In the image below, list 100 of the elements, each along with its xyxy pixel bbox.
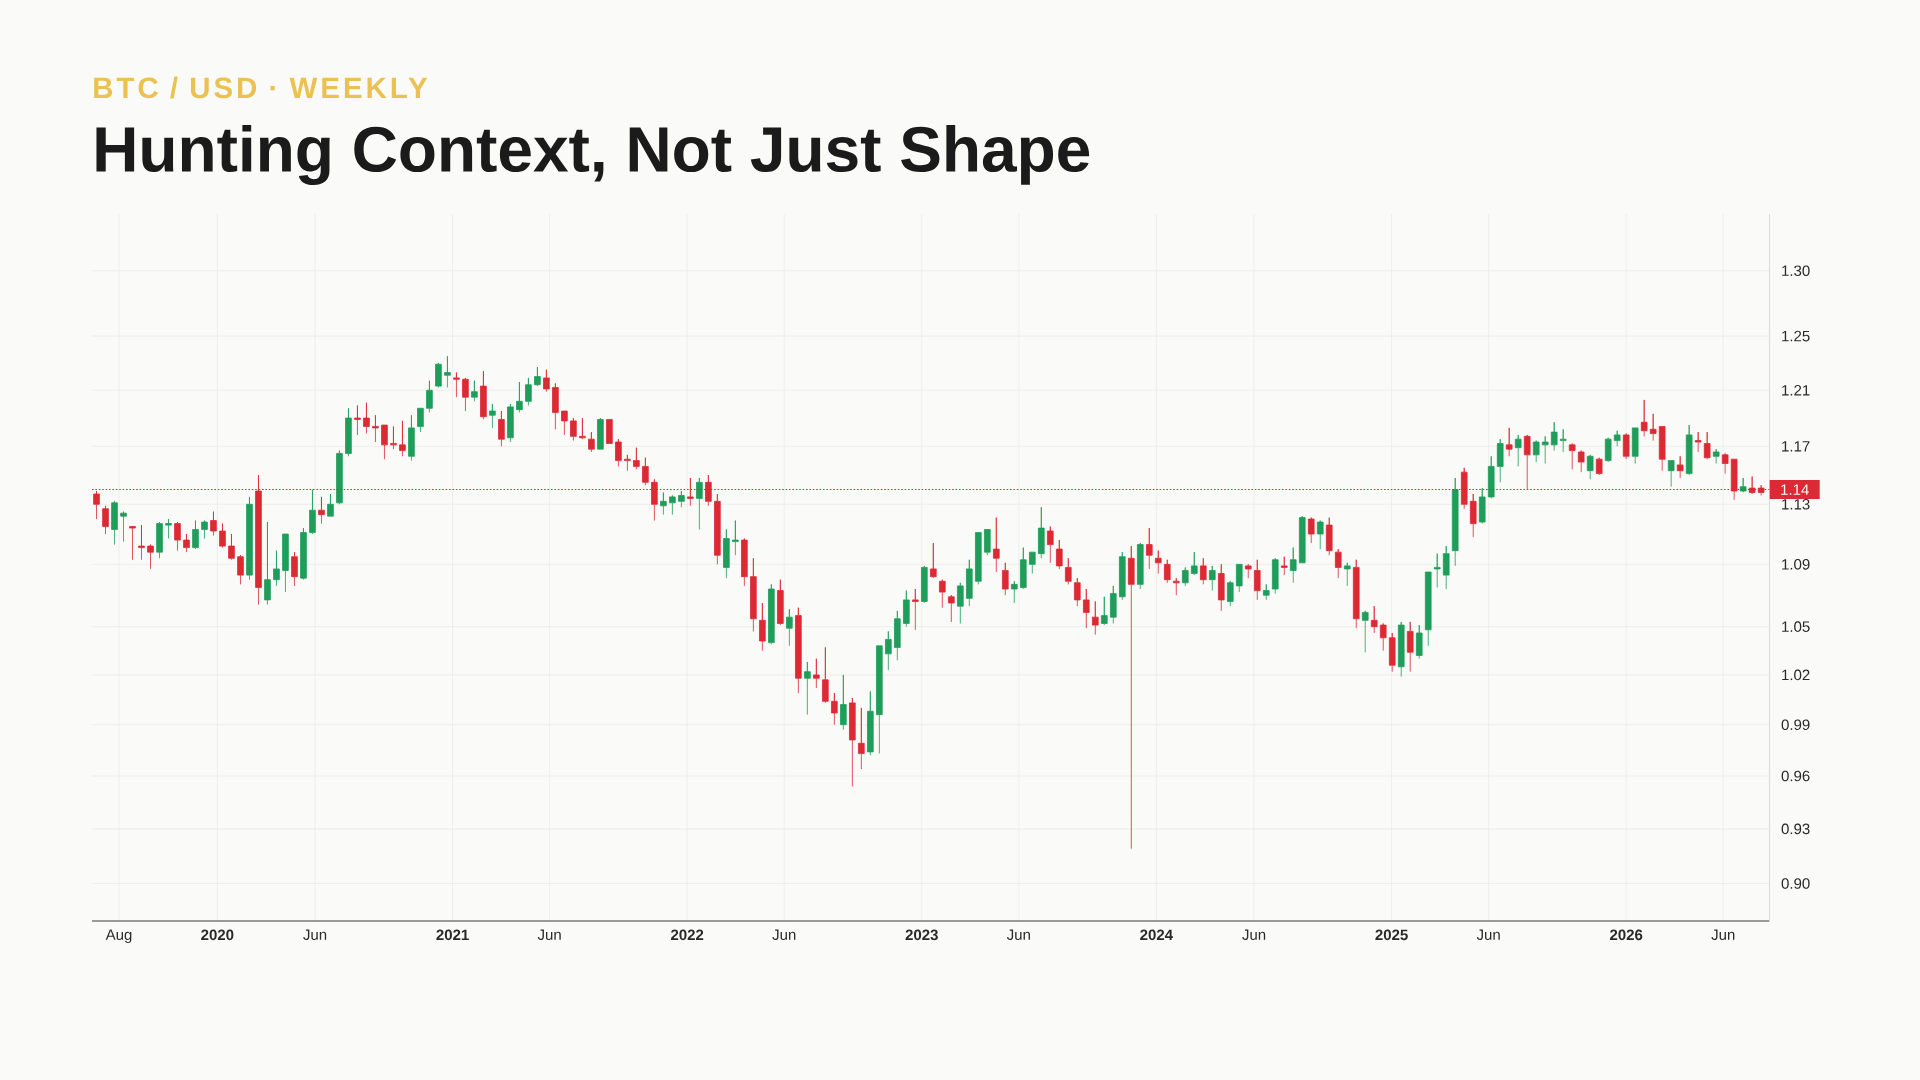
candlestick	[1568, 443, 1576, 470]
candlestick	[696, 477, 703, 530]
candlestick	[1694, 431, 1702, 453]
candlestick	[1451, 477, 1459, 567]
candlestick	[1649, 413, 1657, 442]
x-tick-label: 2024	[1140, 929, 1173, 941]
candlestick	[1154, 550, 1162, 574]
candlestick	[741, 538, 748, 587]
candlestick	[1289, 547, 1297, 584]
candlestick	[1640, 399, 1648, 437]
candlestick	[291, 551, 298, 587]
candlestick	[795, 607, 802, 694]
candlestick	[453, 372, 460, 398]
candlestick	[1622, 433, 1630, 460]
candlestick	[1379, 623, 1387, 651]
candlestick	[1721, 453, 1729, 474]
x-tick-label: 2021	[436, 929, 469, 941]
candlestick	[1703, 431, 1711, 460]
x-tick-label: 2022	[671, 929, 704, 941]
candlestick	[1595, 457, 1603, 476]
candlestick	[417, 407, 424, 433]
x-tick-label: 2025	[1375, 929, 1408, 941]
candlestick	[921, 565, 928, 604]
candlestick	[660, 492, 667, 516]
candlestick	[849, 697, 856, 787]
candlestick	[552, 383, 559, 430]
candlestick	[975, 532, 982, 585]
candlestick	[1190, 551, 1198, 576]
candlestick	[966, 559, 973, 607]
candlestick	[1038, 506, 1045, 559]
candlestick	[1065, 557, 1072, 585]
candlestick	[300, 527, 307, 581]
candlestick	[1442, 545, 1450, 590]
candlestick	[444, 355, 451, 388]
candlestick	[1415, 624, 1423, 660]
candlestick	[102, 505, 109, 535]
x-tick-label: Jun	[1242, 929, 1266, 940]
candlestick	[633, 447, 640, 470]
candlestick	[1685, 424, 1693, 476]
y-tick-label: 1.30	[1782, 265, 1810, 277]
candlestick	[1011, 580, 1018, 604]
candlestick	[1199, 557, 1207, 585]
candlestick	[1172, 577, 1180, 596]
candlestick	[192, 520, 199, 550]
candlestick	[1505, 427, 1513, 457]
candlestick	[1109, 585, 1117, 624]
candlestick	[1181, 567, 1189, 587]
candlestick	[1550, 421, 1558, 451]
candlestick	[1541, 435, 1549, 464]
y-tick-label: 1.21	[1782, 385, 1810, 396]
candlestick	[1397, 621, 1405, 677]
candlestick	[129, 526, 136, 561]
candlestick	[516, 381, 523, 413]
candlestick	[183, 533, 190, 553]
candlestick	[1235, 563, 1243, 593]
candlestick	[1478, 487, 1486, 524]
candlestick	[1631, 427, 1639, 464]
candlestick	[1514, 434, 1522, 467]
candlestick	[543, 369, 550, 393]
candlestick	[1343, 562, 1351, 587]
candlestick	[309, 489, 316, 535]
candlestick	[1118, 551, 1126, 601]
candlestick	[669, 495, 676, 516]
candlestick	[1307, 517, 1315, 544]
candlestick	[1370, 605, 1378, 634]
candlestick	[1280, 556, 1288, 576]
candlestick	[174, 521, 181, 552]
candlestick	[1325, 517, 1333, 556]
candlestick	[885, 631, 892, 671]
candlestick	[1262, 583, 1270, 601]
candlestick	[867, 690, 874, 756]
x-tick-label: Jun	[1711, 929, 1735, 940]
candlestick	[1676, 455, 1684, 479]
candlestick	[408, 414, 415, 462]
candlestick	[1577, 450, 1585, 473]
candlestick	[1101, 596, 1108, 626]
candlestick	[480, 370, 487, 420]
y-tick-label: 0.99	[1781, 719, 1810, 730]
candlestick	[1352, 559, 1360, 629]
candlestick	[1002, 562, 1009, 596]
candlestick	[1586, 454, 1594, 480]
x-tick-label: Jun	[772, 929, 796, 940]
y-tick-label: 1.25	[1782, 330, 1810, 342]
candlestick	[1388, 632, 1396, 673]
candlestick	[1469, 493, 1477, 538]
candlestick	[1092, 601, 1099, 636]
candlestick	[813, 658, 820, 689]
candlestick	[165, 518, 172, 539]
candlestick	[1217, 563, 1225, 612]
candlestick	[498, 410, 505, 447]
candlestick	[858, 707, 865, 770]
candlestick	[903, 590, 910, 628]
candlestick	[1127, 545, 1135, 850]
candlestick	[759, 602, 766, 651]
candlestick	[948, 594, 955, 623]
candlestick	[1074, 577, 1081, 607]
candlestick	[228, 533, 235, 561]
y-tick-label: 0.96	[1781, 770, 1810, 782]
candlestick	[1020, 547, 1027, 590]
candlestick	[570, 417, 577, 442]
